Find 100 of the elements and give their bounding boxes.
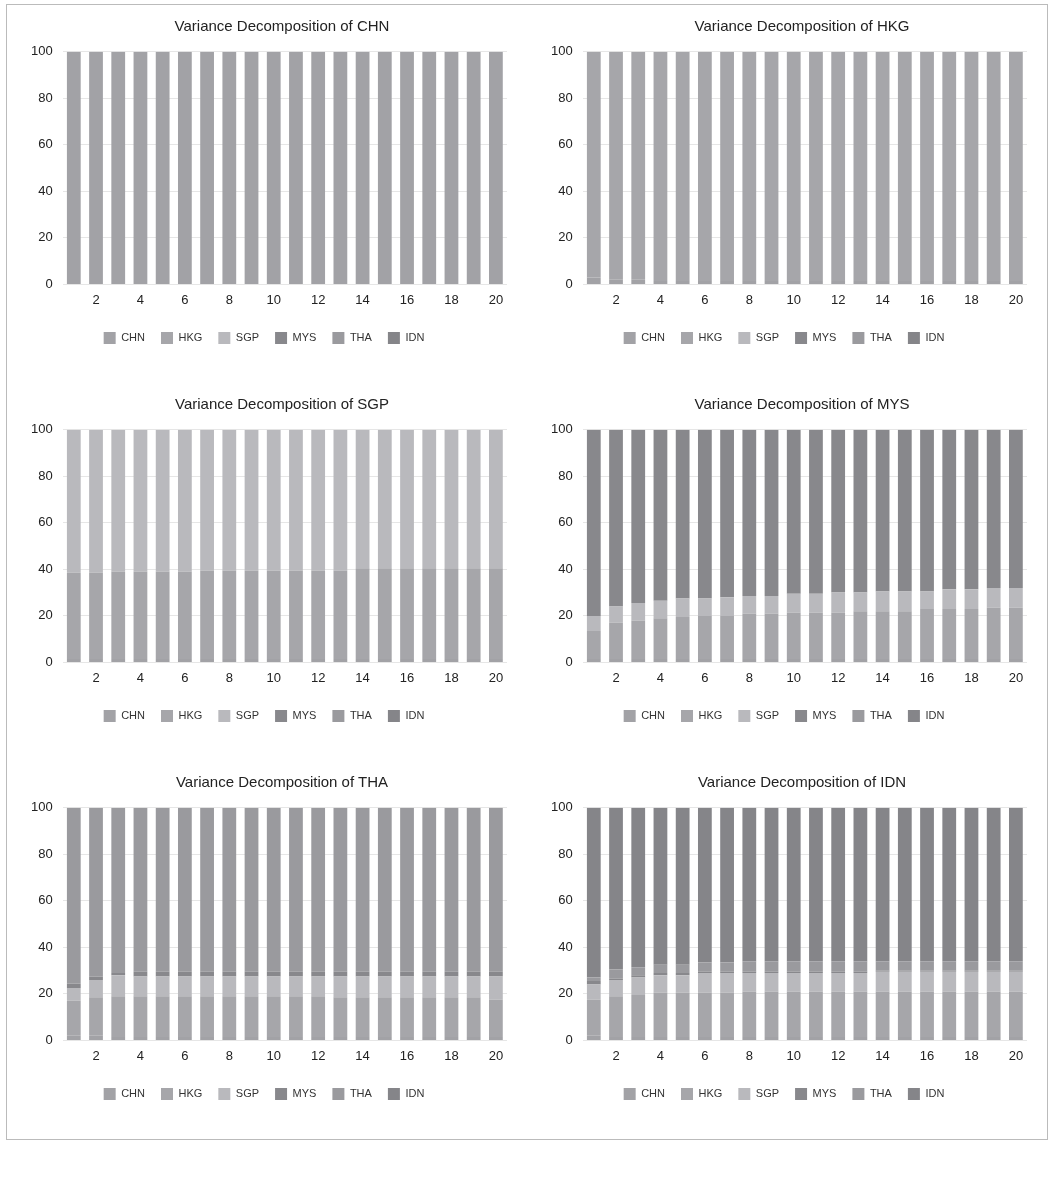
bar [764, 51, 779, 281]
x-tick-label: 14 [875, 669, 890, 685]
bar [609, 622, 623, 659]
bar [631, 975, 646, 978]
bar [244, 976, 259, 997]
x-tick-label: 20 [1008, 1047, 1024, 1063]
bar [720, 51, 734, 281]
y-tick-label: 80 [558, 467, 573, 483]
bar [964, 589, 979, 609]
bar [355, 568, 370, 659]
bar [422, 568, 437, 659]
bar [831, 592, 846, 613]
bar [586, 631, 601, 659]
legend-label: HKG [698, 331, 723, 344]
legend-label: THA [869, 709, 893, 722]
bar [289, 807, 303, 972]
bar [986, 607, 1001, 659]
y-tick-label: 60 [38, 892, 53, 908]
bar [66, 572, 81, 659]
bar [422, 429, 437, 569]
legend-label: IDN [925, 1087, 945, 1100]
bar [853, 611, 868, 659]
bar [853, 429, 868, 593]
bar [377, 429, 392, 569]
bar [111, 429, 126, 572]
bar [720, 597, 734, 616]
y-tick-label: 40 [38, 560, 53, 576]
bar [466, 568, 481, 659]
bar [831, 991, 846, 1037]
bar [489, 999, 503, 1037]
x-tick-label: 14 [355, 291, 370, 307]
bar [697, 429, 712, 599]
y-tick-label: 0 [565, 653, 573, 669]
bar [489, 976, 503, 1000]
bar [720, 615, 734, 659]
bar [111, 571, 126, 659]
bar [920, 591, 934, 609]
bar [853, 972, 868, 992]
bar [786, 807, 801, 962]
bar [266, 996, 281, 1037]
x-tick-label: 18 [964, 669, 979, 685]
legend-label: HKG [698, 1087, 723, 1100]
bar [786, 51, 801, 281]
x-tick-label: 12 [830, 669, 846, 685]
bar [155, 807, 170, 972]
bar [675, 964, 690, 973]
bar [809, 991, 823, 1037]
bar [897, 591, 912, 612]
bar [609, 969, 623, 979]
bar [155, 996, 170, 1037]
bar [222, 976, 237, 997]
bar [697, 51, 712, 281]
legend-label: CHN [641, 1087, 666, 1100]
y-tick-label: 0 [45, 275, 53, 291]
bar [786, 612, 801, 659]
bar [875, 807, 890, 962]
x-tick-label: 10 [786, 291, 801, 307]
legend-label: IDN [405, 1087, 425, 1100]
bar [831, 807, 846, 962]
x-tick-label: 8 [225, 291, 233, 307]
bar [920, 991, 934, 1037]
bar [66, 988, 81, 1001]
chart-title: Variance Decomposition of IDN [697, 773, 907, 790]
bar [311, 996, 326, 1037]
x-tick-label: 18 [964, 1047, 979, 1063]
x-tick-label: 20 [1008, 669, 1024, 685]
x-tick-label: 14 [875, 1047, 890, 1063]
bar [466, 997, 481, 1037]
bar [875, 961, 890, 971]
bar [222, 570, 237, 659]
x-tick-label: 12 [310, 291, 326, 307]
x-tick-label: 16 [919, 291, 935, 307]
bar [809, 807, 823, 962]
x-tick-label: 12 [310, 1047, 326, 1063]
x-tick-label: 16 [399, 291, 415, 307]
y-tick-label: 20 [558, 607, 573, 623]
x-tick-label: 10 [786, 1047, 801, 1063]
bar [942, 589, 957, 609]
bar [964, 971, 979, 992]
bar [177, 807, 192, 972]
bar [853, 51, 868, 281]
bar [964, 961, 979, 971]
bar [720, 429, 734, 598]
bar [586, 615, 601, 631]
bar [586, 807, 601, 978]
bar [764, 807, 779, 962]
bar [333, 976, 348, 998]
bar [875, 51, 890, 281]
y-tick-label: 100 [30, 799, 53, 815]
bar [586, 984, 601, 1000]
legend-label: HKG [178, 1087, 203, 1100]
x-tick-label: 6 [701, 291, 709, 307]
y-tick-label: 80 [38, 89, 53, 105]
x-tick-label: 8 [225, 1047, 233, 1063]
bar [920, 608, 934, 659]
bar [1009, 429, 1023, 588]
bar [964, 51, 979, 281]
bar [200, 429, 214, 571]
x-tick-label: 2 [92, 1047, 100, 1063]
y-tick-label: 80 [558, 89, 573, 105]
